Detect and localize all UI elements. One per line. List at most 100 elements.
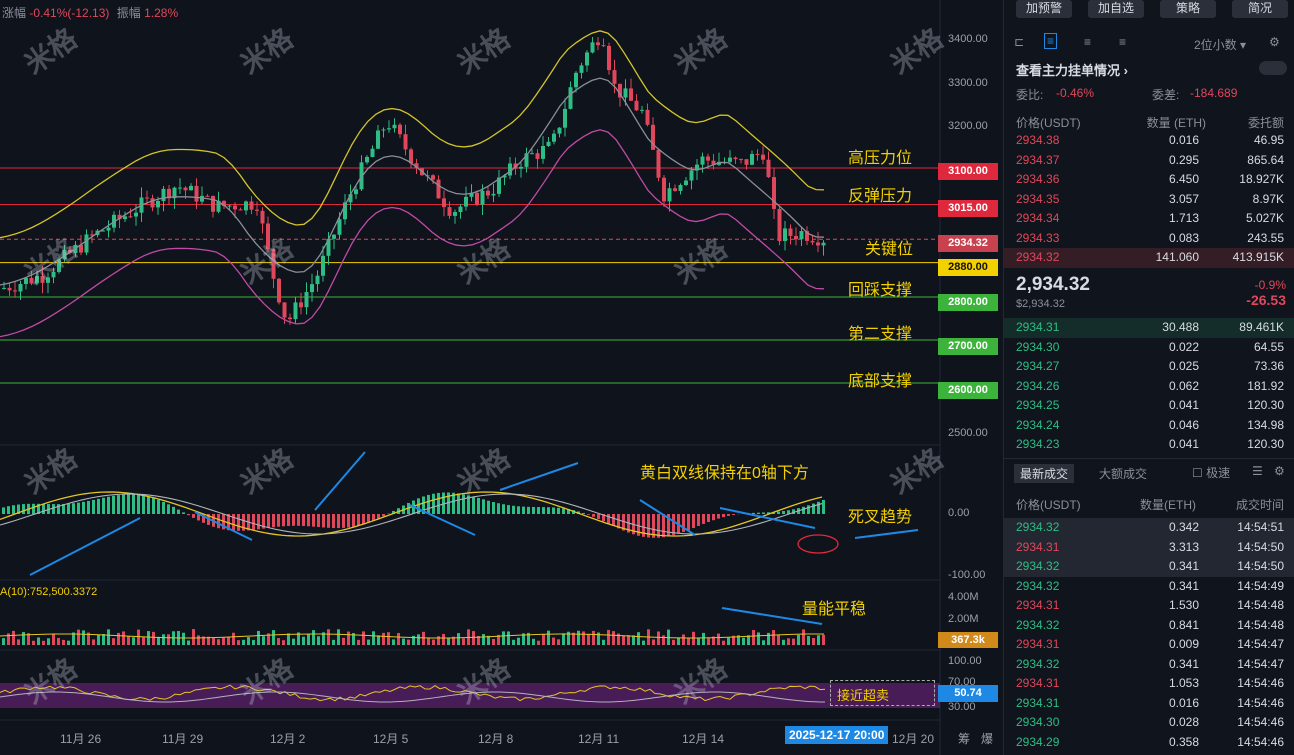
row-amount: 0.341 bbox=[1168, 578, 1199, 593]
macd-bar bbox=[427, 494, 430, 514]
depth-icon[interactable]: ⊏ bbox=[1014, 35, 1025, 49]
bid-row[interactable]: 2934.23 0.041 120.30 bbox=[1004, 435, 1294, 455]
candle-body bbox=[519, 166, 523, 169]
trade-row[interactable]: 2934.32 0.341 14:54:49 bbox=[1004, 577, 1294, 597]
fast-checkbox[interactable]: ☐ 极速 bbox=[1192, 466, 1231, 480]
both-sides-icon[interactable]: ≡ bbox=[1044, 33, 1058, 49]
row-amount: 0.009 bbox=[1168, 637, 1199, 651]
ask-row[interactable]: 2934.33 0.083 243.55 bbox=[1004, 229, 1294, 249]
candle-body bbox=[134, 212, 138, 217]
chip-distribution-button[interactable]: 筹 bbox=[958, 732, 971, 746]
trade-row[interactable]: 2934.32 0.341 14:54:47 bbox=[1004, 655, 1294, 675]
candle-body bbox=[739, 159, 743, 161]
macd-bar bbox=[562, 508, 565, 514]
ask-row[interactable]: 2934.36 6.450 18.927K bbox=[1004, 170, 1294, 190]
macd-bar bbox=[127, 494, 130, 514]
volume-bar bbox=[367, 639, 370, 645]
candle-body bbox=[161, 188, 166, 201]
ask-row[interactable]: 2934.38 0.016 46.95 bbox=[1004, 131, 1294, 151]
bid-row[interactable]: 2934.31 30.488 89.461K bbox=[1004, 318, 1294, 338]
tab-large-trades[interactable]: 大额成交 bbox=[1099, 467, 1148, 481]
decimals-select[interactable]: 2位小数 ▾ bbox=[1194, 38, 1247, 52]
bid-row[interactable]: 2934.25 0.041 120.30 bbox=[1004, 396, 1294, 416]
row-value: 14:54:46 bbox=[1237, 715, 1284, 729]
trade-row[interactable]: 2934.31 0.009 14:54:47 bbox=[1004, 635, 1294, 655]
candle-body bbox=[750, 153, 754, 165]
candle-body bbox=[13, 290, 17, 292]
macd-bar bbox=[517, 506, 520, 514]
trade-row[interactable]: 2934.30 0.028 14:54:46 bbox=[1004, 713, 1294, 733]
volume-bar bbox=[757, 632, 760, 645]
trade-row[interactable]: 2934.31 1.053 14:54:46 bbox=[1004, 674, 1294, 694]
candle-body bbox=[464, 196, 468, 207]
candle-body bbox=[684, 180, 688, 185]
trade-row[interactable]: 2934.32 0.841 14:54:48 bbox=[1004, 616, 1294, 636]
trade-row[interactable]: 2934.29 0.358 14:54:46 bbox=[1004, 733, 1294, 753]
bid-row[interactable]: 2934.26 0.062 181.92 bbox=[1004, 377, 1294, 397]
settings-icon[interactable]: ⚙ bbox=[1274, 464, 1285, 478]
macd-bar bbox=[37, 503, 40, 514]
asks-only-icon[interactable]: ≡ bbox=[1119, 35, 1127, 49]
strategy-button[interactable]: 策略 bbox=[1160, 0, 1216, 18]
macd-bar bbox=[647, 514, 650, 538]
trade-row[interactable]: 2934.31 0.016 14:54:46 bbox=[1004, 694, 1294, 714]
volume-bar bbox=[197, 635, 200, 645]
row-amount: 0.022 bbox=[1168, 339, 1199, 354]
ask-row[interactable]: 2934.32 141.060 413.915K bbox=[1004, 248, 1294, 268]
volume-bar bbox=[487, 635, 490, 645]
main-orders-link[interactable]: 查看主力挂单情况 › bbox=[1016, 63, 1128, 78]
row-price: 2934.23 bbox=[1016, 437, 1060, 451]
date-tick: 12月 8 bbox=[478, 732, 514, 746]
trade-row[interactable]: 2934.31 3.313 14:54:50 bbox=[1004, 537, 1294, 557]
liquidation-button[interactable]: 爆 bbox=[981, 732, 994, 746]
macd-bar bbox=[722, 514, 725, 518]
candle-body bbox=[508, 163, 512, 176]
main-orders-toggle[interactable] bbox=[1259, 61, 1287, 75]
candle-body bbox=[629, 88, 633, 101]
bids-only-icon[interactable]: ≡ bbox=[1084, 35, 1092, 49]
bid-row[interactable]: 2934.30 0.022 64.55 bbox=[1004, 338, 1294, 358]
volume-bar bbox=[332, 639, 335, 645]
trade-row[interactable]: 2934.32 0.342 14:54:51 bbox=[1004, 518, 1294, 538]
macd-bar bbox=[367, 514, 370, 523]
volume-bar bbox=[167, 634, 170, 645]
macd-bar bbox=[352, 514, 355, 527]
candle-body bbox=[458, 206, 463, 213]
row-price: 2934.25 bbox=[1016, 398, 1060, 412]
add-alert-button[interactable]: 加预警 bbox=[1016, 0, 1072, 18]
volume-bar bbox=[672, 639, 675, 645]
macd-bar bbox=[252, 514, 255, 530]
row-price: 2934.32 bbox=[1016, 559, 1060, 573]
candle-body bbox=[618, 83, 622, 98]
volume-bar bbox=[112, 638, 115, 645]
overview-button[interactable]: 简况 bbox=[1232, 0, 1288, 18]
ask-row[interactable]: 2934.37 0.295 865.64 bbox=[1004, 151, 1294, 171]
add-favorite-button[interactable]: 加自选 bbox=[1088, 0, 1144, 18]
candle-body bbox=[409, 149, 413, 164]
tab-latest-trades[interactable]: 最新成交 bbox=[1014, 464, 1075, 483]
volume-bar bbox=[592, 630, 595, 645]
volume-bar bbox=[472, 631, 475, 645]
chart-area[interactable]: 涨幅 -0.41%(-12.13) 振幅 1.28% 3400.00 3300.… bbox=[0, 0, 1002, 755]
trade-row[interactable]: 2934.31 1.530 14:54:48 bbox=[1004, 596, 1294, 616]
bid-row[interactable]: 2934.24 0.046 134.98 bbox=[1004, 416, 1294, 436]
row-amount: 0.025 bbox=[1168, 359, 1199, 373]
settings-icon[interactable]: ⚙ bbox=[1269, 35, 1280, 49]
date-tick: 12月 2 bbox=[270, 732, 306, 746]
macd-bar bbox=[507, 505, 510, 514]
macd-bar bbox=[52, 504, 55, 514]
volume-bar bbox=[537, 640, 540, 645]
bid-row[interactable]: 2934.27 0.025 73.36 bbox=[1004, 357, 1294, 377]
macd-bar bbox=[447, 492, 450, 514]
filter-icon[interactable]: ☰ bbox=[1252, 464, 1263, 478]
ask-row[interactable]: 2934.34 1.713 5.027K bbox=[1004, 209, 1294, 229]
ask-row[interactable]: 2934.35 3.057 8.97K bbox=[1004, 190, 1294, 210]
chart-canvas[interactable] bbox=[0, 0, 1002, 755]
volume-bar bbox=[317, 636, 320, 645]
macd-zero-tick: 0.00 bbox=[948, 507, 970, 519]
row-value: 14:54:48 bbox=[1237, 598, 1284, 612]
volume-bar bbox=[122, 631, 125, 645]
volume-bar bbox=[192, 629, 195, 645]
trade-row[interactable]: 2934.32 0.341 14:54:50 bbox=[1004, 557, 1294, 577]
candle-body bbox=[524, 153, 529, 167]
